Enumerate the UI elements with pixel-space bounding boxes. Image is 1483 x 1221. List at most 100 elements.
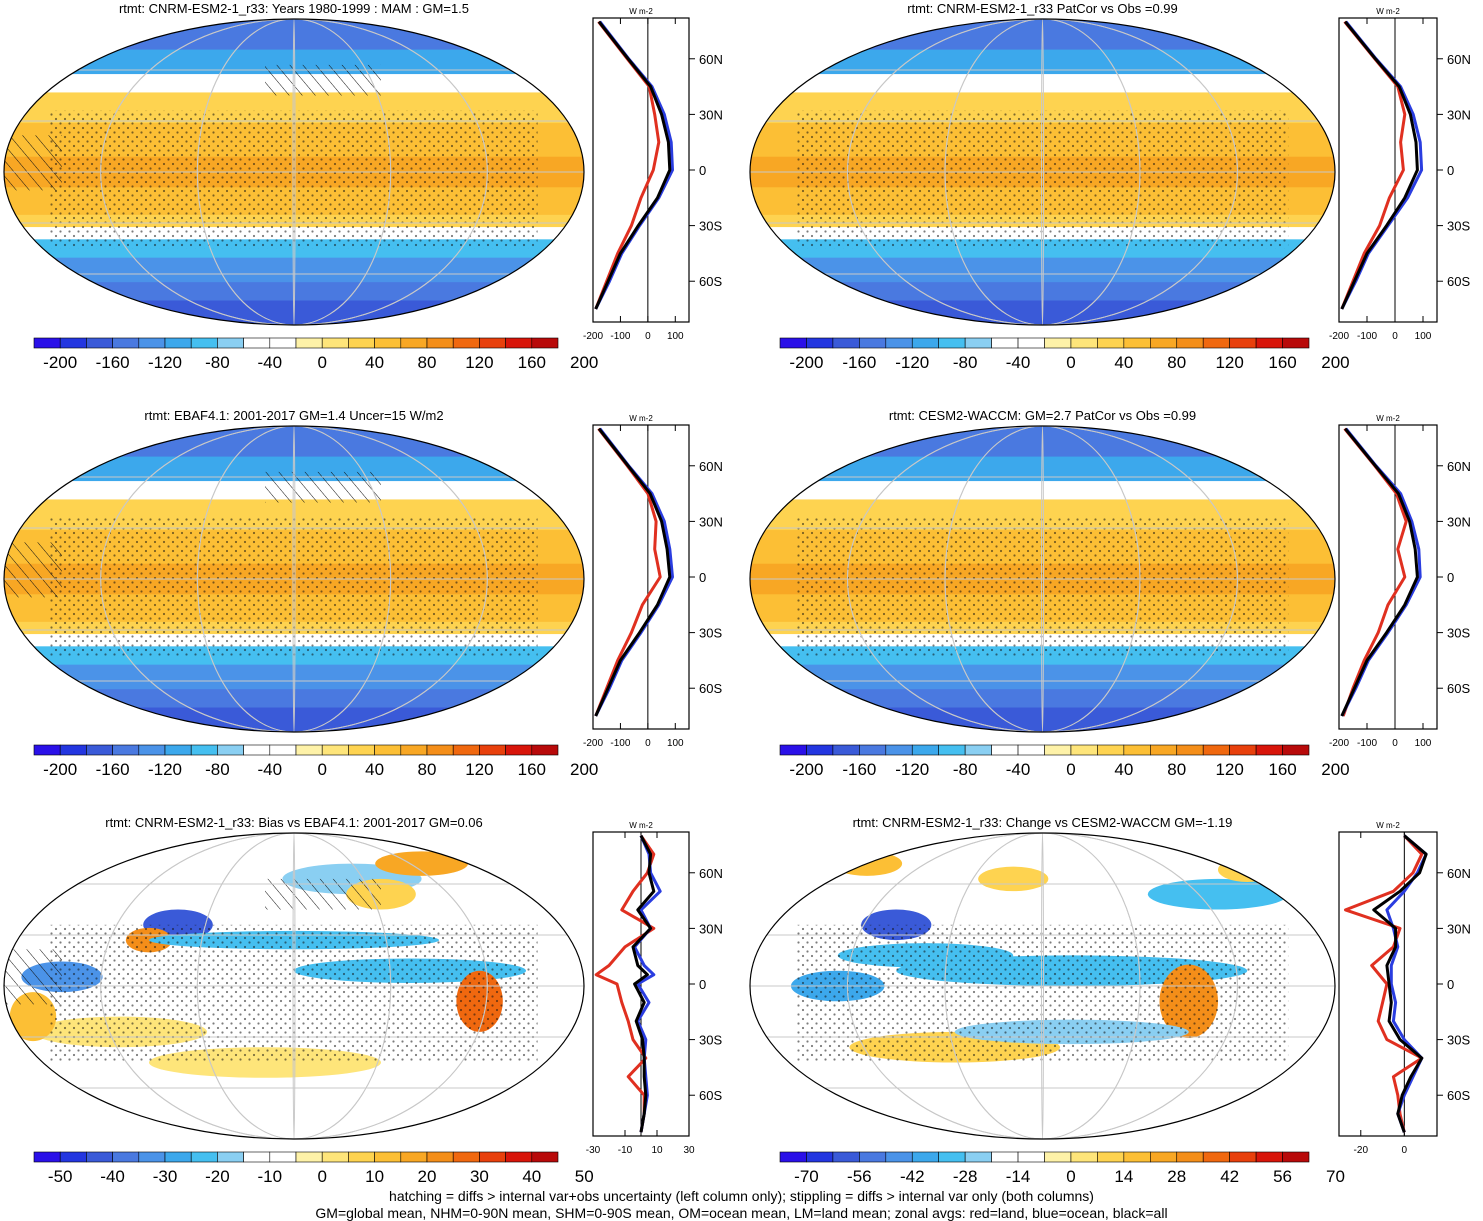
profile-lat-label: 0 [699, 570, 706, 585]
map-band [750, 282, 1335, 302]
colorbar-swatch [321, 744, 349, 756]
profile-lat-label: 30S [1447, 1033, 1470, 1048]
colorbar-swatch [243, 337, 271, 349]
colorbar-swatch [86, 337, 113, 349]
colorbar-label: 120 [465, 353, 493, 372]
colorbar-label: 42 [1220, 1167, 1239, 1186]
colorbar-swatch [269, 744, 297, 756]
map-band [4, 707, 584, 732]
colorbar-swatch [138, 337, 166, 349]
profile-x-label: -200 [1329, 738, 1349, 749]
profile-series-land [594, 20, 661, 310]
map-band [750, 689, 1335, 709]
profile-x-label: 0 [645, 331, 651, 342]
profile-series-land [594, 427, 662, 717]
colorbar-label: 0 [317, 1167, 326, 1186]
colorbar-label: 120 [465, 760, 493, 779]
map-title: rtmt: CESM2-WACCM: GM=2.7 PatCor vs Obs … [889, 408, 1196, 423]
colorbar-swatch [348, 337, 375, 349]
profile-lat-label: 0 [1447, 570, 1454, 585]
colorbar: -70 -56 -42 -28 -14 0 14 28 42 56 70 [779, 1151, 1345, 1186]
profile-x-label: -100 [610, 738, 630, 749]
colorbar-swatch [1229, 337, 1257, 349]
map-band [750, 707, 1335, 732]
colorbar-label: -20 [205, 1167, 230, 1186]
colorbar-swatch [1123, 337, 1151, 349]
colorbar-swatch [190, 1151, 218, 1163]
colorbar-swatch [1097, 337, 1125, 349]
profile-x-label: -20 [1354, 1145, 1369, 1156]
colorbar-swatch [243, 744, 271, 756]
colorbar-label: -28 [953, 1167, 978, 1186]
profile-lat-label: 60S [699, 1088, 722, 1103]
map-outline [3, 18, 585, 326]
colorbar-label: -160 [842, 353, 876, 372]
graticule [292, 19, 296, 325]
colorbar-label: 120 [1215, 353, 1243, 372]
colorbar-label: -80 [205, 760, 230, 779]
profile-lat-label: 60S [699, 681, 722, 696]
stippling [796, 924, 1289, 1063]
map-band [4, 19, 584, 51]
colorbar-swatch [938, 744, 966, 756]
colorbar-swatch [1017, 337, 1045, 349]
colorbar-swatch [374, 1151, 402, 1163]
colorbar-swatch [964, 1151, 992, 1163]
colorbar-swatch [164, 1151, 192, 1163]
map-band [4, 300, 584, 325]
footnote-line-2: GM=global mean, NHM=0-90N mean, SHM=0-90… [315, 1205, 1168, 1221]
colorbar-swatch [452, 337, 480, 349]
profile-lat-label: 60N [1447, 459, 1471, 474]
colorbar-label: 56 [1273, 1167, 1292, 1186]
colorbar-swatch [269, 1151, 297, 1163]
graticule [847, 19, 1238, 325]
colorbar-swatch [217, 337, 244, 349]
panel-4: rtmt: CESM2-WACCM: GM=2.7 PatCor vs Obs … [749, 408, 1471, 779]
colorbar-swatch [164, 337, 192, 349]
panel-5: rtmt: CNRM-ESM2-1_r33: Bias vs EBAF4.1: … [3, 815, 723, 1186]
colorbar-label: -40 [258, 760, 283, 779]
profile-x-label: 100 [1415, 738, 1432, 749]
colorbar-swatch [505, 337, 533, 349]
profile-x-label: -100 [1357, 331, 1377, 342]
map-band [4, 257, 584, 284]
profile-series-all [1340, 20, 1419, 310]
map-field [4, 833, 584, 1139]
colorbar-swatch [1070, 744, 1098, 756]
profile-series-all [1372, 834, 1428, 1133]
profile-lat-label: 30S [1447, 626, 1470, 641]
colorbar-label: -120 [895, 760, 929, 779]
profile-x-label: -10 [618, 1145, 633, 1156]
map-anomaly [978, 866, 1049, 892]
graticule [196, 426, 392, 732]
colorbar-swatch [452, 744, 480, 756]
colorbar-swatch [348, 744, 375, 756]
colorbar-label: -80 [953, 353, 978, 372]
graticule [1041, 19, 1044, 325]
colorbar-swatch [1070, 1151, 1098, 1163]
colorbar-label: 160 [1268, 760, 1296, 779]
graticule [292, 833, 296, 1139]
colorbar-swatch [348, 1151, 375, 1163]
colorbar-swatch [779, 744, 807, 756]
map-title: rtmt: EBAF4.1: 2001-2017 GM=1.4 Uncer=15… [144, 408, 443, 423]
colorbar-swatch [1202, 744, 1230, 756]
profile-lat-label: 30N [699, 514, 723, 529]
colorbar-swatch [479, 744, 506, 756]
profile-lat-label: 30S [699, 219, 722, 234]
profile-unit: W m-2 [629, 7, 653, 16]
colorbar-swatch [964, 744, 992, 756]
colorbar-label: -30 [153, 1167, 178, 1186]
map-band [750, 257, 1335, 284]
profile-x-label: 100 [667, 331, 684, 342]
colorbar: -200 -160 -120 -80 -40 0 40 80 120 160 200 [779, 337, 1350, 372]
graticule [847, 833, 1238, 1139]
colorbar-swatch [400, 337, 428, 349]
zonal-profile: W m-2 60N 30N 0 30S 60S -200 -100 0 100 [1329, 7, 1471, 342]
map-anomaly [1147, 878, 1289, 910]
profile-lat-label: 30N [1447, 107, 1471, 122]
colorbar-label: 80 [418, 353, 437, 372]
map-field [750, 19, 1335, 325]
colorbar-swatch [1097, 1151, 1125, 1163]
colorbar-swatch [806, 1151, 834, 1163]
